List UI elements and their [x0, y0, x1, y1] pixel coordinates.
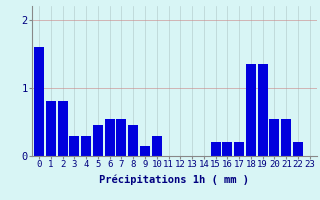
- Bar: [46, 101, 56, 156]
- Bar: [234, 142, 244, 156]
- Bar: [58, 101, 68, 156]
- Bar: [69, 136, 79, 156]
- Bar: [105, 118, 115, 156]
- Bar: [211, 142, 220, 156]
- Bar: [128, 125, 138, 156]
- Bar: [269, 118, 279, 156]
- Bar: [152, 136, 162, 156]
- Bar: [281, 118, 291, 156]
- X-axis label: Précipitations 1h ( mm ): Précipitations 1h ( mm ): [100, 175, 249, 185]
- Bar: [140, 146, 150, 156]
- Bar: [258, 64, 268, 156]
- Bar: [116, 118, 126, 156]
- Bar: [93, 125, 103, 156]
- Bar: [222, 142, 232, 156]
- Bar: [246, 64, 256, 156]
- Bar: [34, 47, 44, 156]
- Bar: [81, 136, 91, 156]
- Bar: [293, 142, 303, 156]
